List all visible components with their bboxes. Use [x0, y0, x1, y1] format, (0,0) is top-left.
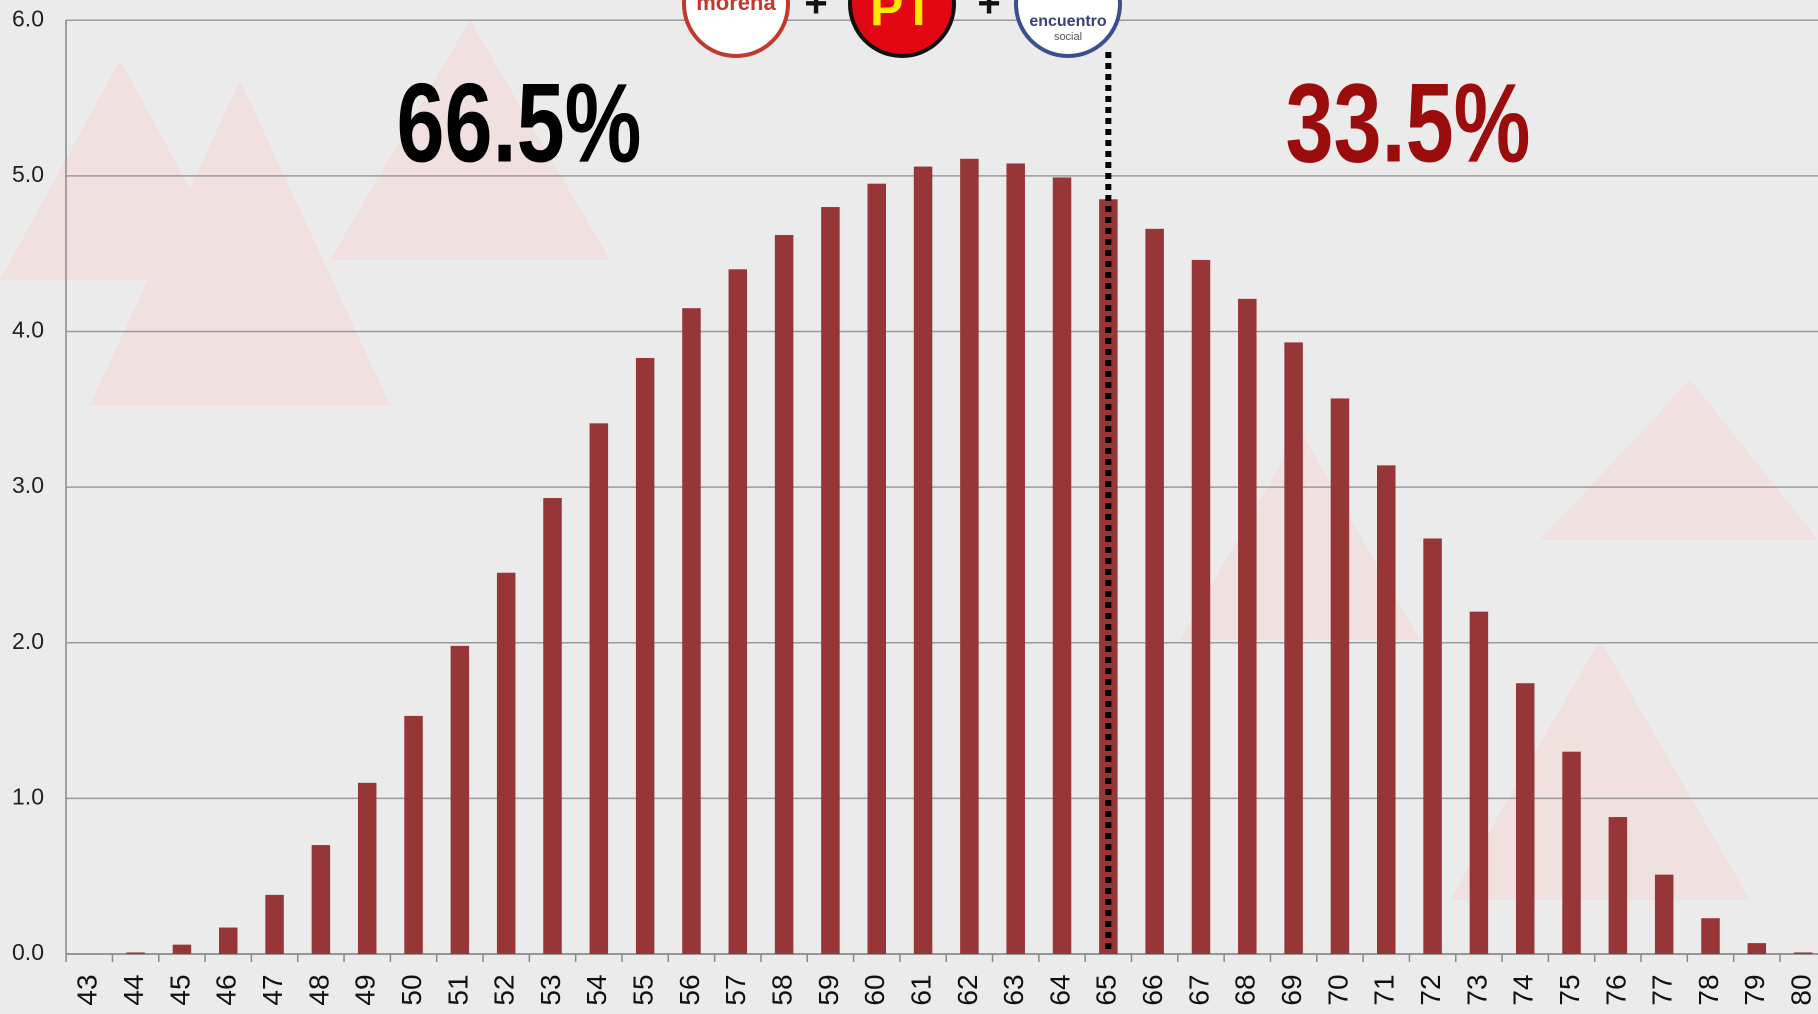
- x-tick-label: 59: [813, 974, 844, 1005]
- x-tick-label: 45: [164, 974, 195, 1005]
- bar: [404, 715, 423, 954]
- x-tick-label: 51: [442, 974, 473, 1005]
- bar: [821, 207, 840, 955]
- bar: [1469, 611, 1489, 954]
- x-tick-label: 64: [1044, 974, 1075, 1005]
- bar: [265, 894, 284, 954]
- x-tick-label: 71: [1369, 974, 1400, 1005]
- bar: [913, 166, 933, 955]
- x-tick-label: 52: [489, 974, 520, 1005]
- y-tick-label: 0.0: [12, 939, 44, 965]
- x-tick-label: 49: [350, 974, 381, 1005]
- x-tick-label: 68: [1230, 974, 1261, 1005]
- x-tick-label: 44: [118, 974, 149, 1005]
- party-logo: [1014, 0, 1122, 58]
- x-tick-label: 50: [396, 974, 427, 1005]
- x-tick-label: 72: [1415, 974, 1446, 1005]
- bar: [1515, 683, 1535, 954]
- bar: [1793, 952, 1813, 954]
- bar: [589, 423, 609, 954]
- party-logo: [848, 0, 956, 58]
- x-tick-label: 58: [766, 974, 797, 1005]
- x-tick-label: 76: [1600, 974, 1631, 1005]
- x-tick-label: 67: [1183, 974, 1214, 1005]
- logo-separator: +: [977, 0, 1000, 26]
- party-logo-text: encuentro: [1029, 13, 1107, 30]
- bar: [1330, 398, 1350, 954]
- bar: [635, 357, 655, 954]
- party-logo-text: morena: [696, 0, 776, 15]
- bar: [450, 645, 470, 954]
- bar: [1284, 342, 1303, 954]
- bar: [1747, 943, 1767, 954]
- bar: [682, 308, 701, 955]
- bar: [357, 782, 377, 954]
- x-tick-label: 55: [628, 974, 659, 1005]
- bar: [960, 158, 979, 954]
- x-tick-label: 69: [1276, 974, 1307, 1005]
- x-tick-label: 73: [1461, 974, 1492, 1005]
- party-logo-subtext: social: [1054, 31, 1082, 43]
- bar: [1191, 259, 1211, 954]
- x-tick-label: 43: [72, 974, 103, 1005]
- x-tick-label: 79: [1739, 974, 1770, 1005]
- x-tick-label: 77: [1647, 974, 1678, 1005]
- bar: [1238, 298, 1257, 954]
- bar: [1562, 751, 1581, 954]
- x-tick-label: 78: [1693, 974, 1724, 1005]
- x-tick-label: 48: [303, 974, 334, 1005]
- x-tick-label: 63: [998, 974, 1029, 1005]
- bar: [774, 235, 794, 954]
- x-tick-label: 54: [581, 974, 612, 1005]
- bar: [1423, 538, 1442, 954]
- y-tick-label: 2.0: [12, 628, 44, 654]
- y-tick-label: 4.0: [12, 317, 44, 343]
- bar: [867, 183, 886, 954]
- x-tick-label: 65: [1091, 974, 1122, 1005]
- logo-separator: +: [804, 0, 827, 26]
- party-logo: [682, 0, 790, 58]
- x-tick-label: 46: [211, 974, 242, 1005]
- x-tick-label: 47: [257, 974, 288, 1005]
- bar: [1099, 199, 1118, 955]
- y-tick-label: 6.0: [12, 5, 44, 31]
- bar: [1377, 465, 1396, 954]
- bar: [1052, 177, 1072, 954]
- x-tick-label: 57: [720, 974, 751, 1005]
- bar: [1006, 163, 1025, 954]
- x-tick-label: 75: [1554, 974, 1585, 1005]
- x-tick-label: 62: [952, 974, 983, 1005]
- party-logo-text: PT: [870, 0, 934, 36]
- bar: [496, 572, 516, 954]
- bar: [1608, 817, 1628, 954]
- annotation: 66.5%: [397, 61, 642, 186]
- annotation: 33.5%: [1286, 61, 1531, 186]
- x-tick-label: 80: [1786, 974, 1817, 1005]
- x-tick-label: 56: [674, 974, 705, 1005]
- y-tick-label: 5.0: [12, 161, 44, 187]
- bar: [1654, 874, 1674, 954]
- x-tick-label: 70: [1322, 974, 1353, 1005]
- x-tick-label: 53: [535, 974, 566, 1005]
- x-tick-label: 61: [905, 974, 936, 1005]
- x-tick-label: 74: [1508, 974, 1539, 1005]
- y-tick-label: 1.0: [12, 783, 44, 809]
- bar: [172, 944, 192, 954]
- x-tick-label: 60: [859, 974, 890, 1005]
- x-tick-label: 66: [1137, 974, 1168, 1005]
- background-pattern: [0, 20, 1818, 900]
- bar: [543, 498, 562, 954]
- bar: [1145, 228, 1164, 954]
- bar: [311, 845, 331, 954]
- bar: [1701, 918, 1720, 954]
- y-tick-label: 3.0: [12, 472, 44, 498]
- bar: [126, 952, 145, 954]
- bar: [728, 269, 748, 955]
- bar: [219, 927, 238, 954]
